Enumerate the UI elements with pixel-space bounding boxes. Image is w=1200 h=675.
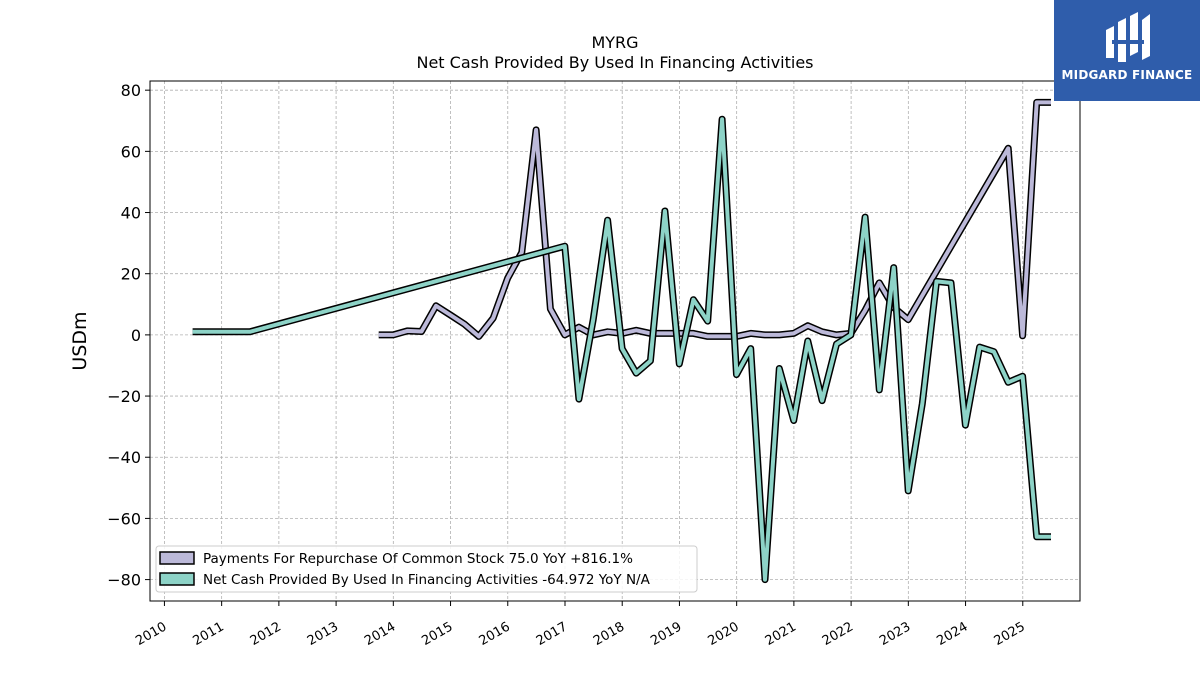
x-tick-label: 2022	[820, 619, 856, 649]
x-tick-label: 2020	[705, 619, 741, 649]
x-tick-label: 2015	[419, 619, 455, 649]
x-tick-label: 2014	[362, 619, 398, 649]
y-tick-label: 80	[121, 81, 141, 100]
brand-name: MIDGARD FINANCE	[1061, 68, 1193, 82]
x-tick-label: 2021	[763, 619, 799, 649]
y-tick-label: −40	[107, 448, 141, 467]
y-axis-label: USDm	[69, 311, 91, 370]
legend-swatch-repurchase	[159, 551, 195, 565]
x-tick-label: 2011	[190, 619, 226, 649]
legend-label-repurchase: Payments For Repurchase Of Common Stock …	[203, 551, 633, 567]
x-tick-label: 2018	[591, 619, 627, 649]
grid-lines	[150, 81, 1080, 601]
legend: Payments For Repurchase Of Common Stock …	[155, 545, 698, 593]
brand-logo: MIDGARD FINANCE	[1054, 0, 1200, 101]
chart-title: MYRG	[591, 33, 638, 52]
x-tick-label: 2013	[305, 619, 341, 649]
y-tick-label: 0	[131, 326, 141, 345]
x-tick-label: 2024	[934, 619, 970, 649]
x-tick-label: 2016	[477, 619, 513, 649]
plot-frame	[149, 80, 1081, 602]
legend-box	[155, 545, 698, 593]
x-axis-ticks: 2010 2011 2012 2013 2014 2015 2016 2017 2018 2019…	[133, 601, 1028, 649]
x-tick-label: 2025	[992, 619, 1028, 649]
series-layer	[192, 98, 1051, 584]
x-tick-label: 2012	[248, 619, 284, 649]
chart-subtitle: Net Cash Provided By Used In Financing A…	[416, 53, 813, 72]
x-tick-label: 2019	[648, 619, 684, 649]
x-tick-label: 2023	[877, 619, 913, 649]
brand-mark-icon	[1106, 12, 1150, 62]
x-tick-label: 2010	[133, 619, 169, 649]
legend-swatch-financing	[159, 572, 195, 586]
x-tick-label: 2017	[534, 619, 570, 649]
y-tick-label: −20	[107, 387, 141, 406]
y-tick-label: 40	[121, 204, 141, 223]
series-1-line	[192, 117, 1051, 582]
y-axis-ticks: 80 60 40 20 0 −20 −40 −60 −80	[107, 81, 150, 590]
series-0-line	[378, 100, 1051, 339]
y-tick-label: 60	[121, 142, 141, 161]
legend-label-financing: Net Cash Provided By Used In Financing A…	[203, 572, 651, 588]
y-tick-label: 20	[121, 265, 141, 284]
y-tick-label: −80	[107, 571, 141, 590]
y-tick-label: −60	[107, 509, 141, 528]
